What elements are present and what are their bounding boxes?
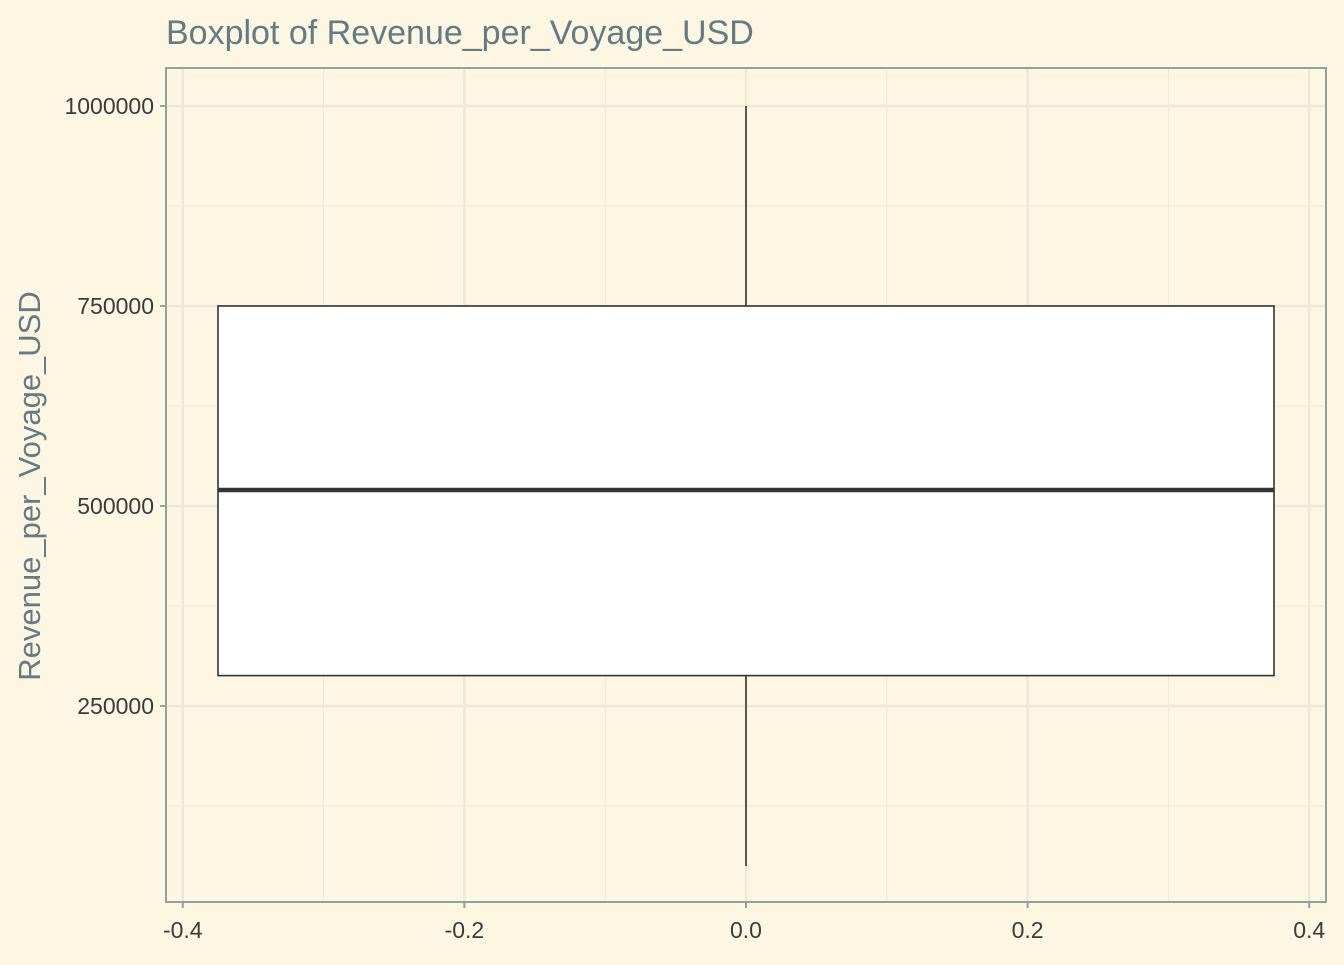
y-tick-label: 750000 [77, 293, 154, 319]
x-tick-label: -0.2 [445, 917, 485, 943]
tick-layer: -0.4 -0.2 0.0 0.2 0.4 250000 500000 750000 10000… [64, 93, 1325, 943]
chart-title: Boxplot of Revenue_per_Voyage_USD [166, 14, 754, 52]
y-tick-label: 500000 [77, 493, 154, 519]
y-tick-label: 1000000 [64, 93, 154, 119]
x-tick-label: -0.4 [163, 917, 203, 943]
y-tick-label: 250000 [77, 693, 154, 719]
x-tick-label: 0.0 [730, 917, 762, 943]
x-tick-label: 0.4 [1293, 917, 1325, 943]
x-tick-label: 0.2 [1012, 917, 1044, 943]
box-layer [217, 106, 1275, 866]
y-axis-title: Revenue_per_Voyage_USD [12, 291, 47, 681]
